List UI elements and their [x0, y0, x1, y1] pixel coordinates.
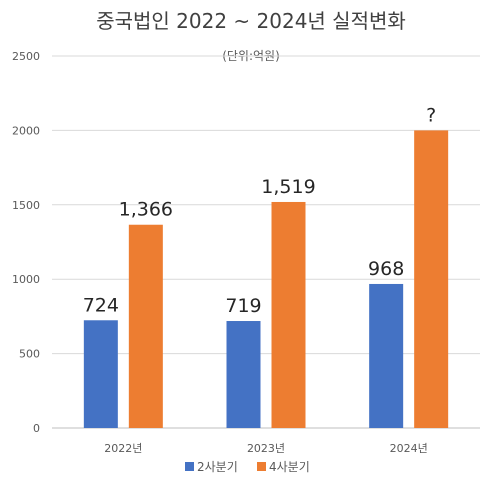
x-category-label: 2022년: [104, 442, 142, 455]
y-axis-ticks: 0 500 1000 1500 2000 2500: [12, 50, 40, 435]
legend-swatch: [185, 462, 194, 471]
bar: [83, 320, 118, 428]
bars: [83, 130, 449, 428]
y-tick-label: 1500: [12, 199, 40, 212]
data-label: 1,366: [119, 199, 173, 221]
x-category-label: 2023년: [247, 442, 285, 455]
data-label: ?: [426, 104, 436, 126]
data-labels: 724 1,366 719 1,519 968?: [83, 104, 437, 317]
y-tick-label: 500: [19, 348, 40, 361]
y-tick-label: 0: [33, 422, 40, 435]
y-tick-label: 1000: [12, 273, 40, 286]
legend-label: 2사분기: [197, 460, 238, 474]
legend: 2사분기 4사분기: [185, 460, 310, 474]
bar: [369, 283, 404, 428]
bar: [226, 321, 261, 428]
data-label: 719: [225, 295, 261, 317]
legend-label: 4사분기: [269, 460, 310, 474]
data-label: 968: [368, 258, 404, 280]
data-label: 1,519: [261, 176, 315, 198]
x-axis-categories: 2022년 2023년 2024년: [104, 442, 427, 455]
bar: [271, 201, 306, 428]
y-tick-label: 2500: [12, 50, 40, 63]
bar: [414, 130, 449, 428]
gridlines: [52, 55, 480, 429]
data-label: 724: [83, 294, 119, 316]
legend-swatch: [257, 462, 266, 471]
bar: [128, 224, 163, 428]
chart-title: 중국법인 2022 ~ 2024년 실적변화: [96, 9, 406, 33]
x-category-label: 2024년: [390, 442, 428, 455]
y-tick-label: 2000: [12, 124, 40, 137]
